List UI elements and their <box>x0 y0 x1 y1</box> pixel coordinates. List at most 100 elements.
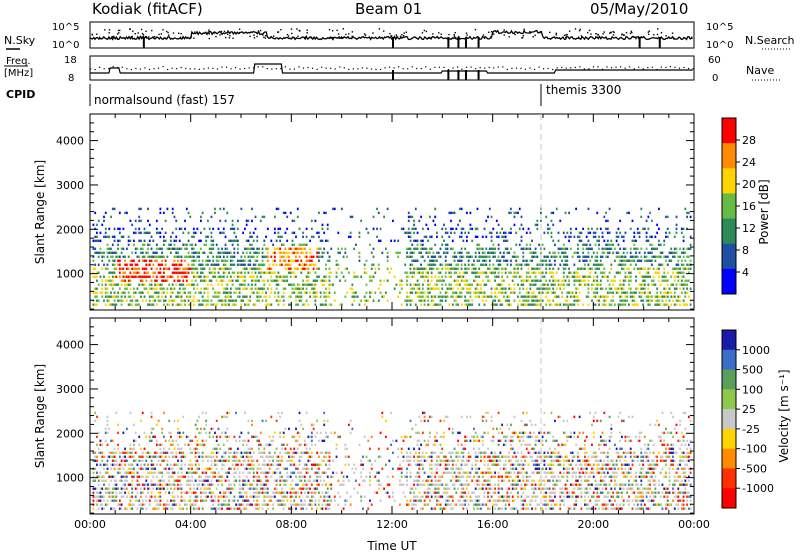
data-cell <box>485 283 488 286</box>
data-cell <box>222 231 225 235</box>
data-cell <box>576 235 579 239</box>
data-cell <box>545 495 548 498</box>
data-cell <box>451 495 454 498</box>
data-cell <box>113 483 116 486</box>
data-cell <box>96 299 98 302</box>
data-cell <box>155 231 158 235</box>
data-cell <box>129 263 132 266</box>
data-cell <box>594 235 597 239</box>
data-cell <box>585 283 588 286</box>
data-cell <box>187 299 190 302</box>
data-cell <box>492 499 495 502</box>
data-cell <box>434 483 437 486</box>
data-cell <box>217 483 220 486</box>
nave-point <box>361 67 363 69</box>
data-cell <box>628 275 630 278</box>
data-cell <box>203 491 206 494</box>
data-cell <box>115 487 118 490</box>
data-cell <box>684 491 687 494</box>
data-cell <box>647 251 650 254</box>
data-cell <box>414 207 417 211</box>
data-cell <box>228 507 230 510</box>
data-cell <box>589 507 592 510</box>
data-cell <box>413 491 415 494</box>
data-cell <box>411 507 414 510</box>
data-cell <box>478 295 481 298</box>
data-cell <box>219 279 222 282</box>
power-x-axis <box>89 114 695 310</box>
data-cell <box>562 263 565 266</box>
data-cell <box>219 251 222 254</box>
data-cell <box>180 271 183 274</box>
data-cell <box>497 291 500 294</box>
data-cell <box>296 251 299 254</box>
data-cell <box>636 247 639 251</box>
data-cell <box>525 495 528 498</box>
data-cell <box>436 279 438 282</box>
data-cell <box>573 503 576 506</box>
data-cell <box>673 275 676 278</box>
data-cell <box>108 487 111 490</box>
nsearch-point <box>549 31 551 34</box>
freq-drop <box>457 70 460 80</box>
data-cell <box>184 267 186 270</box>
data-cell <box>175 227 178 231</box>
data-cell <box>302 279 304 282</box>
data-cell <box>451 507 454 510</box>
data-cell <box>504 287 507 290</box>
nsearch-point <box>179 36 182 39</box>
data-cell <box>488 491 491 494</box>
data-cell <box>133 267 135 270</box>
data-cell <box>129 499 132 502</box>
data-cell <box>617 491 620 494</box>
data-cell <box>113 283 116 286</box>
data-cell <box>682 227 685 231</box>
data-cell <box>650 243 653 247</box>
data-cell <box>136 263 139 266</box>
data-cell <box>453 271 456 274</box>
nave-point <box>597 66 599 68</box>
data-cell <box>125 299 128 302</box>
data-cell <box>446 247 449 251</box>
data-cell <box>207 483 209 486</box>
data-cell <box>279 251 282 254</box>
data-cell <box>439 303 442 306</box>
data-cell <box>501 499 504 502</box>
data-cell <box>420 271 422 274</box>
data-cell <box>594 295 597 298</box>
data-cell <box>162 211 165 215</box>
data-cell <box>238 491 241 494</box>
data-cell <box>263 215 266 219</box>
data-cell <box>205 491 208 494</box>
data-cell <box>279 247 282 251</box>
data-cell <box>164 483 167 486</box>
data-cell <box>554 251 556 254</box>
data-cell <box>310 263 313 266</box>
data-cell <box>101 479 104 482</box>
data-cell <box>110 507 112 510</box>
nsearch-point <box>405 31 408 33</box>
data-cell <box>212 239 215 243</box>
data-cell <box>619 295 622 298</box>
data-cell <box>303 303 306 306</box>
data-cell <box>182 267 185 270</box>
data-cell <box>113 499 116 502</box>
data-cell <box>314 291 317 294</box>
data-cell <box>598 263 600 266</box>
data-cell <box>199 291 202 294</box>
data-cell <box>446 495 449 498</box>
data-cell <box>635 239 637 243</box>
data-cell <box>428 283 431 286</box>
data-cell <box>256 295 259 298</box>
data-cell <box>450 287 452 290</box>
data-cell <box>629 487 632 490</box>
data-cell <box>133 239 135 243</box>
data-cell <box>279 491 282 494</box>
data-cell <box>231 299 234 302</box>
data-cell <box>562 251 565 254</box>
data-cell <box>594 271 597 274</box>
data-cell <box>584 255 586 258</box>
data-cell <box>161 487 164 490</box>
data-cell <box>471 227 474 231</box>
